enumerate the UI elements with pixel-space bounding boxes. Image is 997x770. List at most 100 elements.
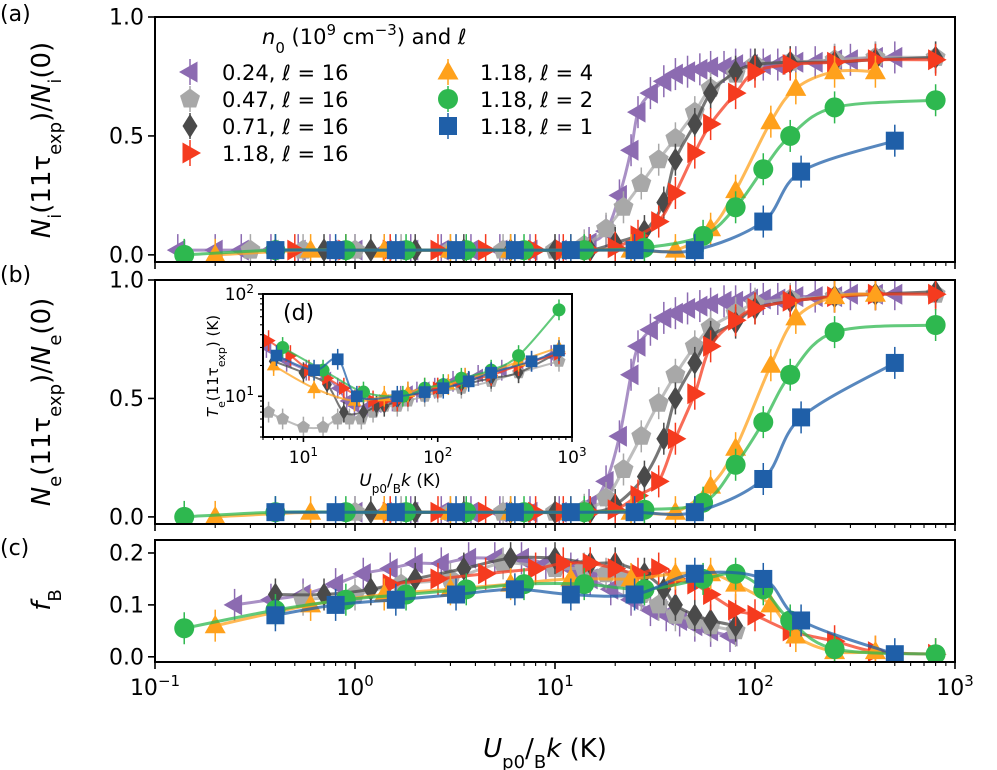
- data-point: [760, 354, 782, 373]
- data-point: [512, 349, 526, 363]
- data-point: [391, 390, 404, 403]
- series-c-2: [267, 542, 744, 642]
- data-point: [174, 506, 195, 524]
- legend: n0 (109 cm−3) and ℓ 0.24, ℓ = 16 0.47, ℓ =…: [179, 21, 593, 166]
- data-point: [824, 97, 845, 118]
- data-point: [627, 335, 646, 357]
- data-point: [326, 595, 345, 614]
- x-axis-label-inset: Up0/Bk (K): [359, 471, 440, 496]
- data-point: [316, 420, 330, 433]
- data-point: [693, 225, 714, 246]
- data-point: [270, 349, 283, 362]
- legend-label: 1.18, ℓ = 16: [222, 142, 348, 166]
- x-axis-label: Up0/Bk (K): [483, 734, 607, 770]
- data-point: [785, 77, 807, 96]
- legend-item: 0.47, ℓ = 16: [180, 86, 348, 112]
- legend-title: n0 (109 cm−3) and ℓ: [262, 21, 467, 57]
- legend-label: 1.18, ℓ = 4: [480, 61, 593, 85]
- data-point: [404, 552, 423, 574]
- data-point: [687, 383, 706, 405]
- data-point: [664, 63, 683, 85]
- data-point: [665, 127, 686, 147]
- data-point: [667, 182, 687, 204]
- data-point: [620, 364, 639, 386]
- x-tick-label: 103: [936, 672, 974, 701]
- data-point: [728, 599, 747, 621]
- data-point: [503, 546, 519, 571]
- legend-item: 0.71, ℓ = 16: [182, 113, 348, 139]
- data-point: [925, 315, 946, 336]
- data-point: [561, 241, 580, 260]
- data-point: [780, 364, 801, 385]
- data-point: [285, 348, 298, 363]
- data-point: [639, 319, 658, 341]
- legend-item: 1.18, ℓ = 16: [182, 140, 348, 166]
- y-axis-label-d: Te(11τexp) (K): [204, 315, 228, 417]
- data-point: [296, 420, 310, 433]
- series-d-6: [270, 340, 565, 407]
- data-point: [613, 196, 634, 216]
- panel-b: 0.0 0.5 1.0: [109, 269, 956, 531]
- data-point: [667, 592, 683, 617]
- data-point: [561, 585, 580, 604]
- data-point: [665, 364, 686, 384]
- data-point: [703, 584, 722, 605]
- data-point: [379, 558, 398, 580]
- y-tick-label: 101: [225, 384, 254, 407]
- data-point: [760, 110, 782, 130]
- series-a-6: [266, 124, 904, 262]
- data-point: [684, 335, 705, 355]
- data-point: [667, 386, 683, 411]
- legend-label: 1.18, ℓ = 2: [480, 88, 593, 112]
- panel-c: 0.0 0.1 0.2 10−1 100 101 102 103: [109, 539, 974, 701]
- data-point: [703, 335, 722, 357]
- data-point: [607, 237, 627, 259]
- data-point: [552, 303, 566, 317]
- data-point: [688, 58, 708, 80]
- data-point: [331, 353, 344, 366]
- data-point: [747, 61, 766, 83]
- data-point: [925, 644, 946, 662]
- data-point: [687, 603, 703, 628]
- legend-marker: [182, 142, 201, 164]
- data-point: [728, 82, 747, 104]
- legend-marker: [439, 117, 457, 135]
- data-point: [725, 437, 747, 456]
- data-point: [925, 90, 946, 111]
- data-point: [457, 547, 477, 569]
- legend-label: 0.71, ℓ = 16: [222, 115, 348, 139]
- y-axis-label-c: fB: [27, 589, 66, 611]
- data-point: [418, 386, 431, 398]
- data-point: [505, 580, 524, 599]
- data-point: [223, 594, 243, 616]
- data-point: [386, 590, 405, 609]
- data-point: [596, 218, 616, 238]
- x-tick-label: 100: [336, 672, 374, 701]
- data-point: [687, 350, 703, 375]
- data-point: [792, 408, 811, 427]
- y-tick-label: 0.0: [109, 244, 144, 269]
- legend-marker: [438, 89, 458, 109]
- data-point: [785, 306, 807, 326]
- data-point: [582, 552, 602, 574]
- data-point: [885, 131, 904, 150]
- data-point: [651, 211, 670, 233]
- data-point: [174, 244, 195, 262]
- data-point: [700, 475, 722, 494]
- data-point: [447, 503, 466, 522]
- data-point: [505, 241, 524, 260]
- data-point: [631, 425, 652, 445]
- panel-label-c: (c): [0, 536, 29, 561]
- data-point: [754, 469, 773, 488]
- data-point: [676, 297, 696, 319]
- data-point: [407, 566, 423, 591]
- x-tick-label: 101: [536, 672, 574, 701]
- data-point: [358, 404, 369, 420]
- fit-line: [281, 308, 560, 398]
- data-point: [676, 61, 696, 83]
- data-point: [386, 503, 405, 522]
- data-point: [263, 405, 275, 418]
- data-point: [174, 618, 195, 639]
- y-tick-label: 1.0: [109, 6, 144, 31]
- data-point: [240, 239, 261, 259]
